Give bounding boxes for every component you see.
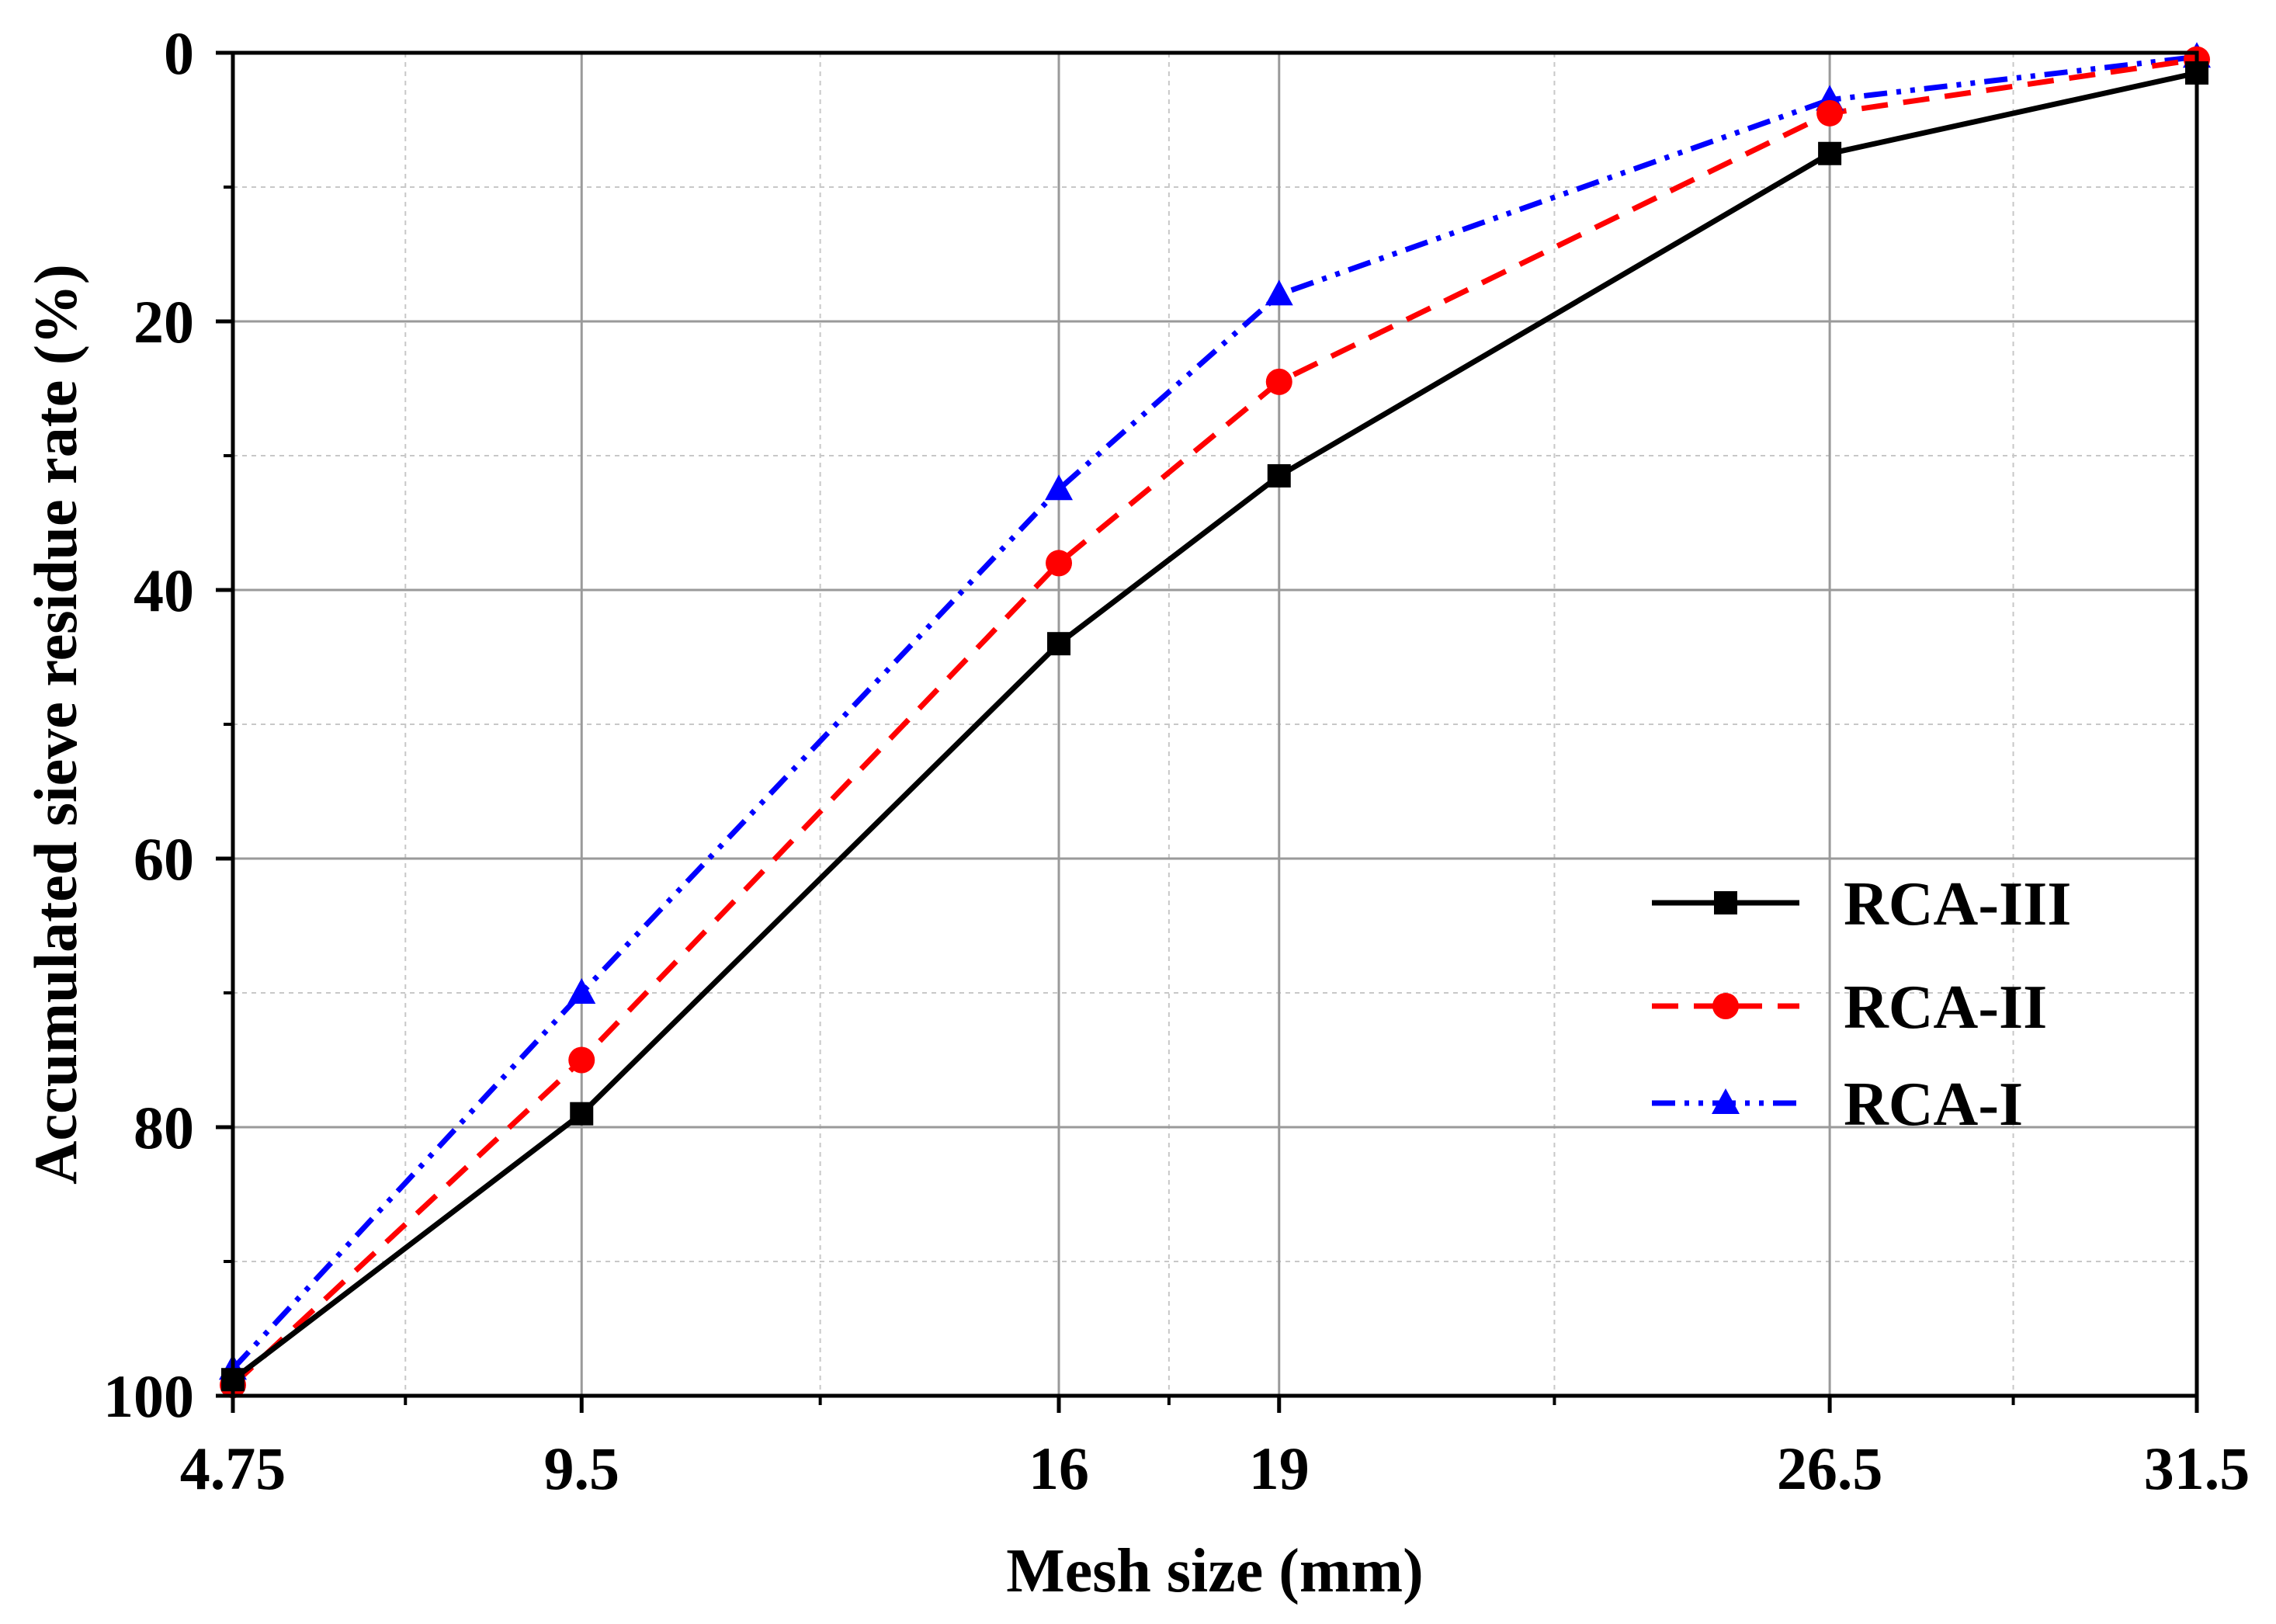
series-layer <box>219 42 2211 1399</box>
y-tick-label: 40 <box>134 557 194 624</box>
data-point-rca-ii <box>1265 368 1292 395</box>
series-line-rca-iii <box>231 70 2198 1382</box>
data-point-rca-ii <box>1816 99 1844 127</box>
data-point-rca-iii <box>570 1102 594 1126</box>
series-line-rca-ii <box>231 57 2198 1387</box>
data-point-rca-i <box>1265 279 1293 306</box>
legend-label-rca-ii: RCA-II <box>1844 973 2047 1042</box>
series-line-rca-i <box>231 54 2198 1371</box>
x-tick-label: 16 <box>1029 1435 1089 1502</box>
data-point-rca-ii <box>568 1046 595 1074</box>
legend-label-rca-iii: RCA-III <box>1844 870 2071 939</box>
y-tick-label: 80 <box>134 1094 194 1161</box>
y-tick-label: 60 <box>134 825 194 893</box>
grid <box>233 53 2197 1396</box>
x-tick-label: 4.75 <box>180 1435 286 1502</box>
data-point-rca-iii <box>1047 632 1071 656</box>
legend-label-rca-i: RCA-I <box>1844 1071 2023 1139</box>
x-tick-label: 19 <box>1249 1435 1310 1502</box>
x-axis-label: Mesh size (mm) <box>1006 1537 1424 1605</box>
x-tick-label: 31.5 <box>2144 1435 2250 1502</box>
y-tick-label: 20 <box>134 288 194 356</box>
x-tick-label: 26.5 <box>1777 1435 1883 1502</box>
y-axis-label: Accumulated sieve residue rate (%) <box>22 264 89 1185</box>
legend-marker-rca-iii <box>1714 891 1737 914</box>
y-tick-label: 0 <box>164 19 194 87</box>
data-point-rca-i <box>1045 474 1074 501</box>
data-point-rca-iii <box>1818 141 1842 165</box>
data-point-rca-i <box>567 978 596 1004</box>
legend-marker-rca-ii <box>1712 993 1739 1019</box>
data-point-rca-iii <box>1267 463 1291 488</box>
data-point-rca-ii <box>1046 550 1073 577</box>
y-tick-label: 100 <box>103 1362 194 1430</box>
x-tick-label: 9.5 <box>544 1435 620 1502</box>
legend: RCA-III RCA-II RCA-I <box>1652 870 2071 1139</box>
legend-marker-rca-i <box>1712 1088 1740 1114</box>
